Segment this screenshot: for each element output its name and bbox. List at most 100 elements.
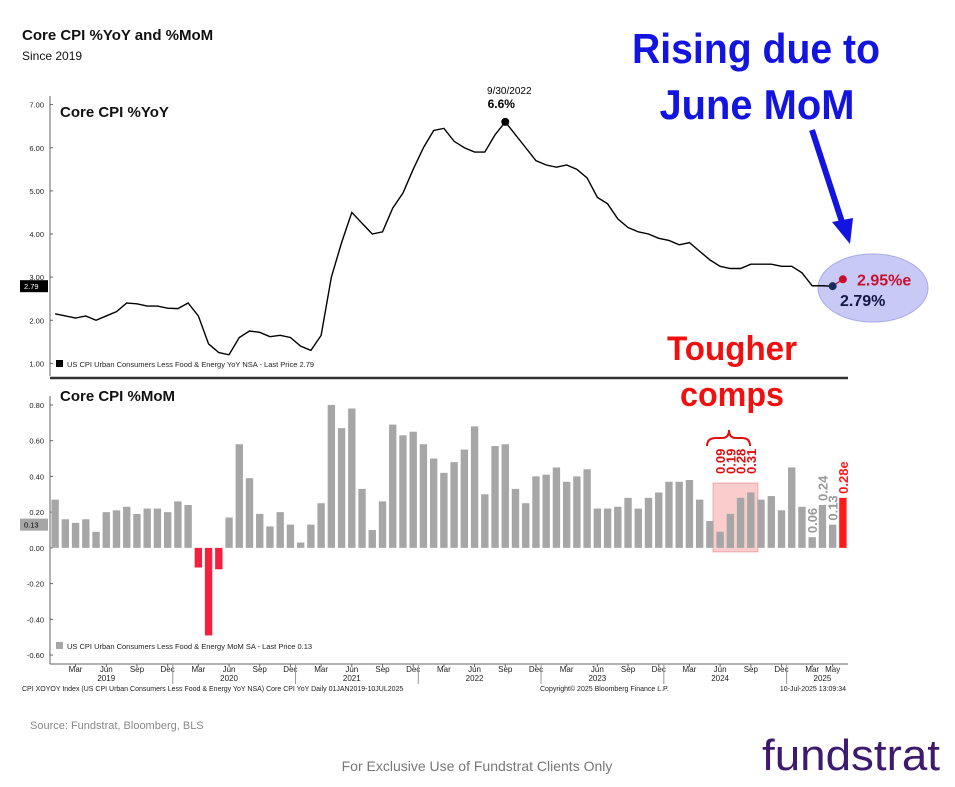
bar [818,504,827,548]
bar [235,444,243,548]
x-tick-label: Jun [345,665,358,674]
footer-note: Copyright© 2025 Bloomberg Finance L.P. [540,685,669,693]
estimate-point [838,275,847,284]
x-year-label: 2025 [814,674,832,683]
y-tick-label: 0.60 [29,437,44,446]
x-tick-label: Mar [69,665,83,674]
bar [798,506,806,548]
bar [92,531,100,548]
x-tick-label: Sep [253,665,268,674]
data-label: 2.79% [840,293,885,310]
bar [470,426,479,548]
bar [685,479,694,548]
peak-date: 9/30/2022 [487,86,532,97]
estimate-bar [839,497,847,548]
source: Source: Fundstrat, Bloomberg, BLS [30,720,204,732]
bar [644,497,653,548]
x-year-label: 2023 [588,674,606,683]
x-tick-label: Dec [161,665,175,674]
panel-title: Core CPI %YoY [60,104,169,121]
bar [706,521,714,548]
bar [655,492,663,548]
disclaimer: For Exclusive Use of Fundstrat Clients O… [342,758,613,774]
bar [511,488,520,548]
bar [573,476,581,548]
bar [204,547,213,636]
x-year-label: 2019 [97,674,115,683]
bar [603,508,612,548]
x-year-label: 2024 [711,674,729,683]
bar [71,522,80,548]
bar [695,499,704,548]
bar [245,478,254,548]
data-label: 6.6% [488,97,516,111]
bar [337,428,346,548]
y-tick-label: -0.20 [27,580,44,589]
bar [174,501,182,548]
bar [614,506,622,548]
bar [399,435,407,548]
y-tick-label: 2.00 [29,316,44,325]
footer-note: CPI XOYOY Index (US CPI Urban Consumers … [22,686,403,693]
arrow [809,129,845,223]
bar [736,497,745,548]
last-point [828,282,837,291]
estimate-label: 2.95%e [857,272,911,289]
y-tick-label: 1.00 [29,359,44,368]
bar [624,497,632,548]
bar [419,444,428,548]
legend-label: US CPI Urban Consumers Less Food & Energ… [67,360,314,369]
x-tick-label: Jun [100,665,113,674]
highlight-ellipse [817,253,929,323]
y-tick-label: 0.00 [29,544,44,553]
bar [348,408,356,548]
bar [634,508,642,548]
legend-swatch [56,642,63,649]
x-tick-label: Sep [130,665,145,674]
y-tick-label: -0.40 [27,615,44,624]
bar [788,467,796,548]
x-tick-label: Jun [223,665,236,674]
estimate-label: 0.28e [836,461,851,494]
bar [61,519,70,548]
bar [552,467,561,548]
line [54,120,833,356]
bar [532,476,540,548]
bar [225,517,233,548]
x-tick-label: Mar [683,665,697,674]
bar [378,501,387,548]
x-tick-label: Jun [714,665,727,674]
bar [767,496,775,548]
bar [389,424,397,548]
x-tick-label: Jun [468,665,481,674]
x-tick-label: Dec [774,665,788,674]
legend-swatch [56,360,63,367]
bar [542,474,550,548]
bar [215,547,223,570]
y-tick-label: 3.00 [29,273,44,282]
bar [429,458,438,548]
data-label: 0.13 [826,495,841,520]
x-tick-label: Mar [437,665,451,674]
bar [163,512,172,548]
x-tick-label: Mar [560,665,574,674]
bar [593,508,602,548]
bar [286,524,295,548]
y-tick-label: 4.00 [29,230,44,239]
y-tick-label: 5.00 [29,187,44,196]
bar [583,469,591,548]
last-price-label: 0.13 [24,521,39,530]
bar [409,431,417,548]
last-price-label: 2.79 [24,282,39,291]
x-year-label: 2021 [343,674,361,683]
logo: fundstrat [762,731,940,780]
bar [491,446,499,548]
bar [675,481,683,548]
bar [481,494,489,548]
last-price-tag [20,518,48,531]
bar [51,499,59,548]
bar [317,503,325,548]
bar [368,530,376,548]
bar [194,547,203,568]
bar [123,506,131,548]
